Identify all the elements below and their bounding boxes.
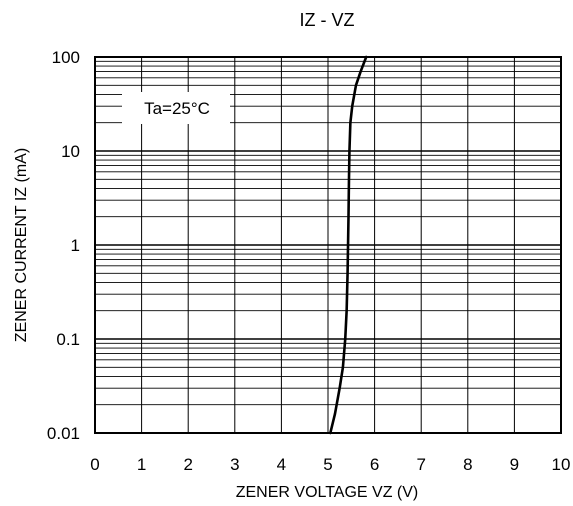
x-tick-label: 1 bbox=[137, 455, 146, 474]
grid bbox=[95, 57, 561, 434]
x-tick-label: 7 bbox=[416, 455, 425, 474]
y-tick-label: 10 bbox=[61, 142, 80, 161]
annotation-text: Ta=25°C bbox=[144, 99, 210, 118]
x-tick-label: 8 bbox=[463, 455, 472, 474]
annotation-box bbox=[122, 92, 230, 124]
tick-labels: 0 1 2 3 4 5 6 7 8 9 10 0.01 0.1 1 10 100 bbox=[47, 48, 571, 474]
y-axis-label: ZENER CURRENT IZ (mA) bbox=[13, 148, 30, 342]
x-tick-label: 0 bbox=[90, 455, 99, 474]
x-tick-label: 10 bbox=[552, 455, 571, 474]
series-line bbox=[329, 55, 368, 435]
x-axis-label: ZENER VOLTAGE VZ (V) bbox=[236, 484, 419, 501]
x-tick-label: 2 bbox=[183, 455, 192, 474]
chart-title: IZ - VZ bbox=[300, 10, 355, 30]
series bbox=[329, 55, 368, 435]
plot-frame bbox=[94, 56, 562, 434]
x-tick-label: 6 bbox=[370, 455, 379, 474]
x-tick-label: 4 bbox=[277, 455, 286, 474]
y-tick-label: 0.1 bbox=[56, 330, 80, 349]
x-tick-label: 3 bbox=[230, 455, 239, 474]
y-tick-label: 0.01 bbox=[47, 424, 80, 443]
x-tick-label: 5 bbox=[323, 455, 332, 474]
y-tick-label: 100 bbox=[52, 48, 80, 67]
x-tick-label: 9 bbox=[510, 455, 519, 474]
y-tick-label: 1 bbox=[71, 236, 80, 255]
